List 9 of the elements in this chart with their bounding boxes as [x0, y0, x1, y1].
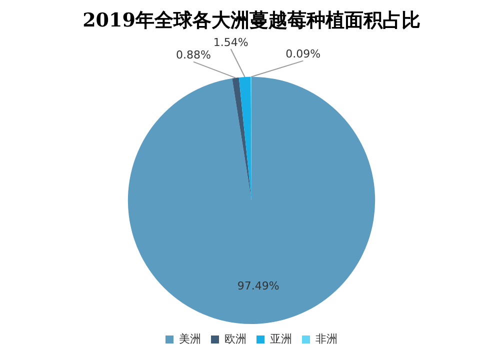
- legend-label: 亚洲: [270, 332, 292, 346]
- data-label: 1.54%: [213, 36, 248, 49]
- data-label: 0.09%: [286, 48, 321, 61]
- data-label: 97.49%: [237, 280, 280, 293]
- legend-label: 美洲: [179, 332, 201, 346]
- legend-label: 非洲: [316, 332, 338, 346]
- chart-title: 2019年全球各大洲蔓越莓种植面积占比: [82, 9, 420, 32]
- legend-label: 欧洲: [224, 332, 246, 346]
- data-label: 0.88%: [176, 48, 211, 62]
